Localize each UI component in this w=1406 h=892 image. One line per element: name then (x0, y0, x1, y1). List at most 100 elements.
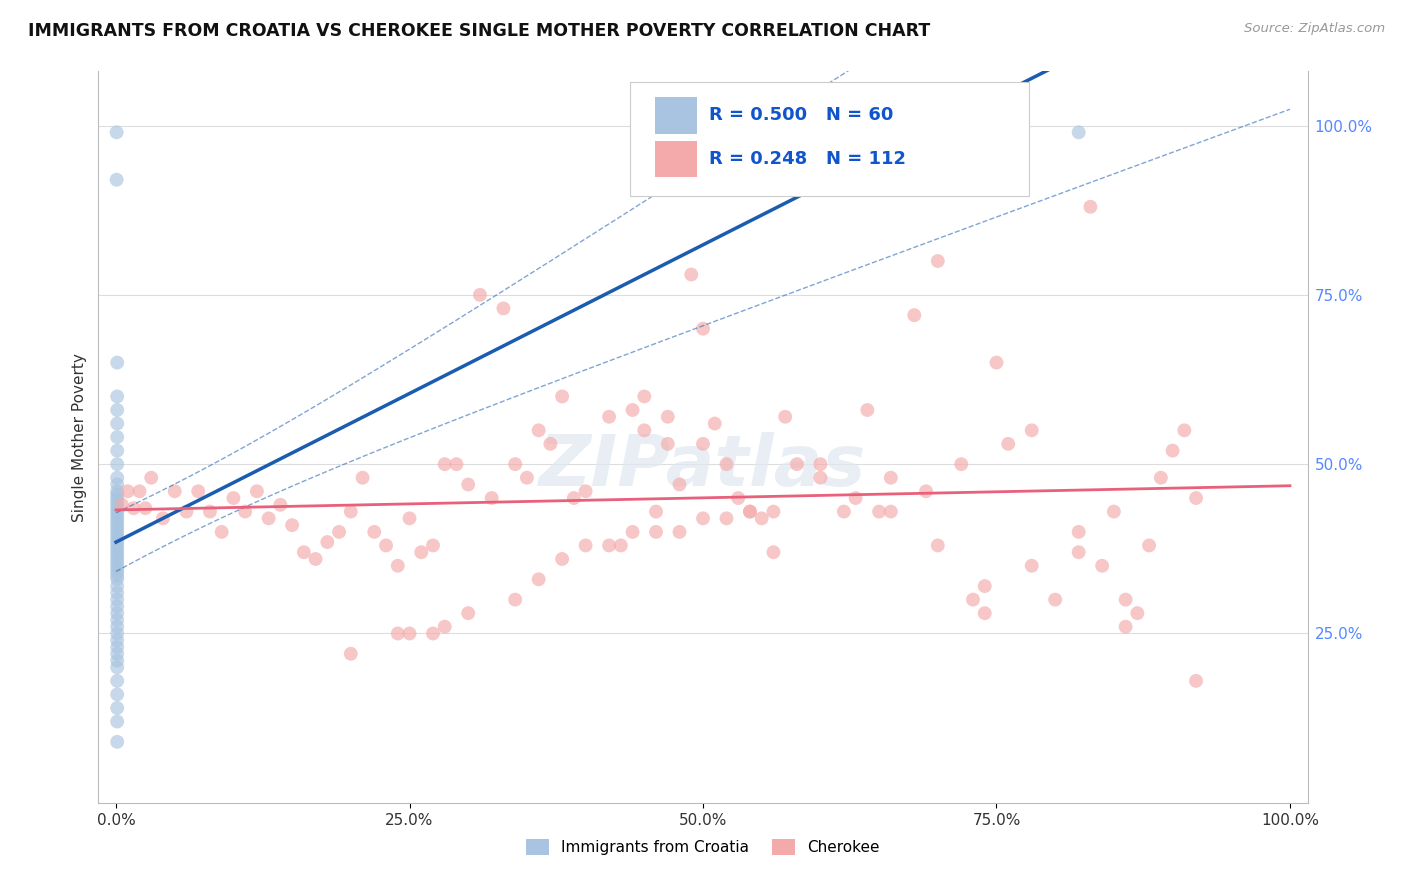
Point (105, 660, 128, 674)
Point (105, 552, 128, 566)
Point (503, 457, 526, 471)
Point (716, 457, 738, 471)
Point (868, 505, 890, 519)
Point (950, 125, 973, 139)
Point (122, 501, 145, 516)
Point (457, 606, 479, 620)
Point (751, 511, 773, 525)
Point (105, 654, 128, 668)
Point (645, 524, 668, 539)
Point (105, 532, 128, 546)
Point (516, 471, 538, 485)
Point (316, 535, 339, 549)
Point (105, 491, 128, 505)
Point (105, 647, 128, 661)
Point (1150, 471, 1173, 485)
Point (105, 640, 128, 654)
Point (668, 477, 690, 491)
Point (1043, 592, 1066, 607)
Point (1067, 545, 1090, 559)
Point (387, 626, 409, 640)
Point (105, 528, 128, 542)
Point (973, 606, 995, 620)
Point (598, 538, 620, 552)
Point (105, 592, 128, 607)
Point (1161, 443, 1184, 458)
Point (281, 518, 304, 533)
Point (105, 569, 128, 583)
Point (738, 505, 761, 519)
Text: Source: ZipAtlas.com: Source: ZipAtlas.com (1244, 22, 1385, 36)
Point (481, 491, 503, 505)
Point (105, 498, 128, 512)
Point (716, 511, 738, 525)
Point (105, 430, 128, 444)
Point (105, 566, 128, 580)
Point (105, 521, 128, 535)
Point (503, 592, 526, 607)
Point (808, 125, 831, 139)
Point (527, 423, 550, 437)
Point (457, 477, 479, 491)
Point (105, 471, 128, 485)
Point (163, 484, 186, 499)
Point (233, 505, 256, 519)
Point (727, 491, 749, 505)
Point (269, 498, 291, 512)
Point (105, 633, 128, 648)
Point (1115, 620, 1137, 634)
Y-axis label: Single Mother Poverty: Single Mother Poverty (72, 352, 87, 522)
Point (105, 572, 128, 586)
Point (1080, 200, 1102, 214)
Point (176, 505, 198, 519)
Point (668, 524, 690, 539)
Point (786, 457, 808, 471)
Point (927, 538, 949, 552)
Point (105, 701, 128, 715)
Point (1173, 423, 1195, 437)
Point (1021, 423, 1043, 437)
Point (492, 301, 515, 316)
Point (111, 498, 134, 512)
FancyBboxPatch shape (630, 82, 1029, 195)
Point (141, 471, 163, 485)
Point (962, 592, 984, 607)
Point (411, 545, 433, 559)
Point (703, 417, 725, 431)
Point (808, 471, 831, 485)
Point (915, 484, 938, 499)
Text: IMMIGRANTS FROM CROATIA VS CHEROKEE SINGLE MOTHER POVERTY CORRELATION CHART: IMMIGRANTS FROM CROATIA VS CHEROKEE SING… (28, 22, 931, 40)
Point (105, 620, 128, 634)
Point (433, 457, 456, 471)
Point (105, 457, 128, 471)
Point (398, 626, 420, 640)
Point (773, 409, 796, 424)
Point (856, 403, 879, 417)
Point (352, 471, 374, 485)
Point (340, 505, 363, 519)
Point (105, 538, 128, 552)
Point (292, 545, 315, 559)
Point (808, 457, 831, 471)
Point (105, 505, 128, 519)
Point (105, 494, 128, 508)
Text: R = 0.248   N = 112: R = 0.248 N = 112 (709, 150, 905, 168)
Point (152, 511, 174, 525)
Point (105, 443, 128, 458)
Point (105, 626, 128, 640)
Point (105, 555, 128, 569)
Point (105, 518, 128, 533)
Point (422, 538, 444, 552)
Point (692, 437, 714, 451)
Point (973, 579, 995, 593)
Point (105, 545, 128, 559)
Point (211, 524, 233, 539)
Point (762, 505, 785, 519)
Point (1067, 125, 1090, 139)
Point (433, 620, 456, 634)
Point (105, 172, 128, 186)
Text: ZIPatlas: ZIPatlas (540, 432, 866, 500)
Point (551, 552, 574, 566)
Point (446, 457, 468, 471)
Point (257, 511, 280, 525)
